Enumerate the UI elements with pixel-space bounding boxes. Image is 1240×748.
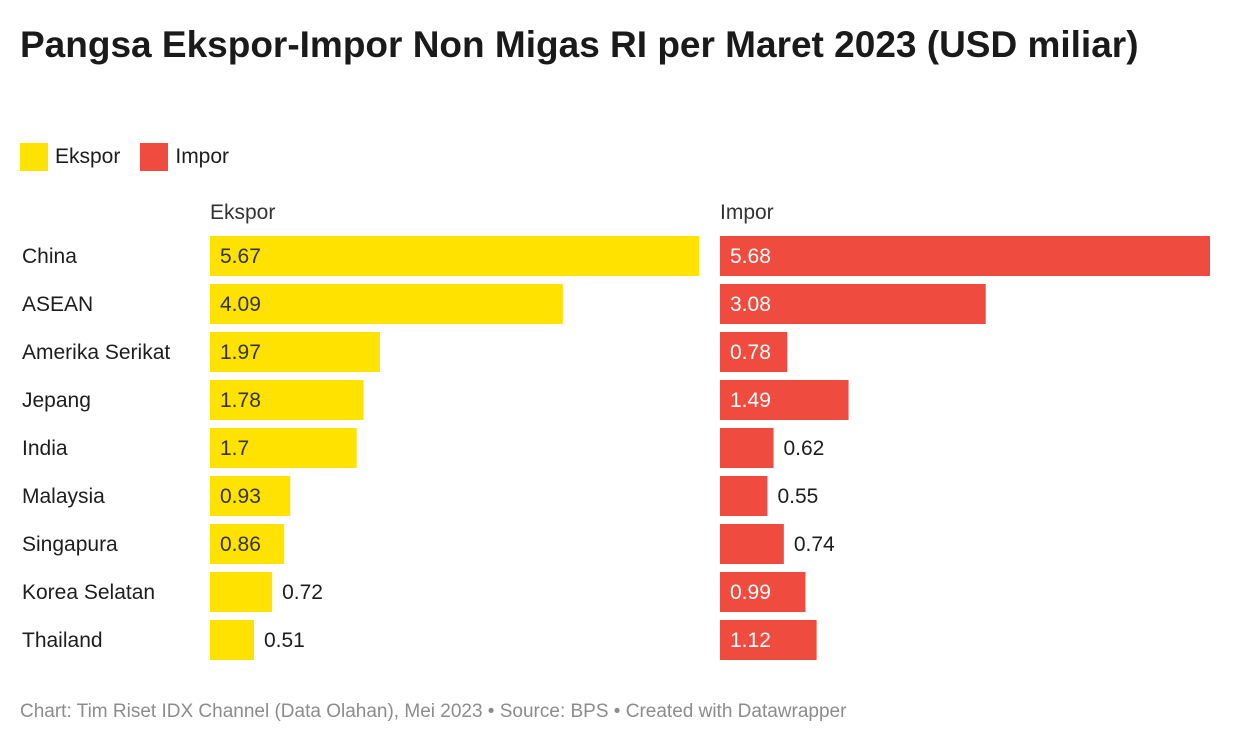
value-label-ekspor-malaysia: 0.93 (220, 485, 261, 508)
category-label-amerika-serikat: Amerika Serikat (22, 341, 170, 364)
legend-swatch-ekspor (20, 143, 48, 171)
value-label-impor-jepang: 1.49 (730, 389, 771, 412)
value-label-ekspor-singapura: 0.86 (220, 533, 261, 556)
legend-item-impor: Impor (140, 143, 229, 171)
category-label-singapura: Singapura (22, 533, 118, 556)
chart-title: Pangsa Ekspor-Impor Non Migas RI per Mar… (20, 24, 1139, 65)
value-label-ekspor-jepang: 1.78 (220, 389, 261, 412)
value-label-ekspor-china: 5.67 (220, 245, 261, 268)
bar-ekspor-asean (210, 284, 563, 324)
bar-impor-jepang (720, 380, 849, 420)
value-label-impor-india: 0.62 (783, 437, 824, 460)
bar-impor-china (720, 236, 1210, 276)
legend-swatch-impor (140, 143, 169, 171)
bar-impor-asean (720, 284, 986, 324)
legend-item-ekspor: Ekspor (20, 143, 120, 171)
value-label-impor-singapura: 0.74 (794, 533, 835, 556)
value-label-impor-thailand: 1.12 (730, 629, 771, 652)
value-label-ekspor-india: 1.7 (220, 437, 249, 460)
value-label-impor-amerika-serikat: 0.78 (730, 341, 771, 364)
bar-ekspor-thailand (210, 620, 254, 660)
bar-ekspor-malaysia (210, 476, 291, 516)
legend-label-impor: Impor (175, 145, 230, 168)
chart-footer: Chart: Tim Riset IDX Channel (Data Olaha… (20, 701, 847, 722)
bar-ekspor-china (210, 236, 700, 276)
bar-ekspor-amerika-serikat (210, 332, 380, 372)
bar-ekspor-india (210, 428, 357, 468)
category-label-china: China (22, 245, 77, 268)
value-label-impor-china: 5.68 (730, 245, 771, 268)
bar-ekspor-singapura (210, 524, 285, 564)
bar-ekspor-jepang (210, 380, 364, 420)
category-label-jepang: Jepang (22, 389, 91, 412)
column-header-impor: Impor (720, 201, 774, 224)
bar-impor-malaysia (720, 476, 768, 516)
value-label-ekspor-korea-selatan: 0.72 (282, 581, 323, 604)
value-label-ekspor-thailand: 0.51 (264, 629, 305, 652)
bar-impor-amerika-serikat (720, 332, 788, 372)
value-label-impor-malaysia: 0.55 (777, 485, 818, 508)
bar-impor-korea-selatan (720, 572, 806, 612)
bar-impor-singapura (720, 524, 784, 564)
category-label-india: India (22, 437, 68, 460)
value-label-ekspor-amerika-serikat: 1.97 (220, 341, 261, 364)
value-label-impor-korea-selatan: 0.99 (730, 581, 771, 604)
bar-ekspor-korea-selatan (210, 572, 273, 612)
category-label-malaysia: Malaysia (22, 485, 105, 508)
bar-impor-india (720, 428, 774, 468)
legend-label-ekspor: Ekspor (55, 145, 121, 168)
category-label-asean: ASEAN (22, 293, 93, 316)
legend: Ekspor Impor (20, 143, 249, 171)
column-header-ekspor: Ekspor (210, 201, 275, 224)
bar-impor-thailand (720, 620, 817, 660)
value-label-impor-asean: 3.08 (730, 293, 771, 316)
value-label-ekspor-asean: 4.09 (220, 293, 261, 316)
bar-chart: Ekspor Impor China 5.67 5.68 ASEAN 4.09 3.08 Ame… (22, 201, 1210, 660)
category-label-korea-selatan: Korea Selatan (22, 581, 155, 604)
category-label-thailand: Thailand (22, 629, 103, 652)
